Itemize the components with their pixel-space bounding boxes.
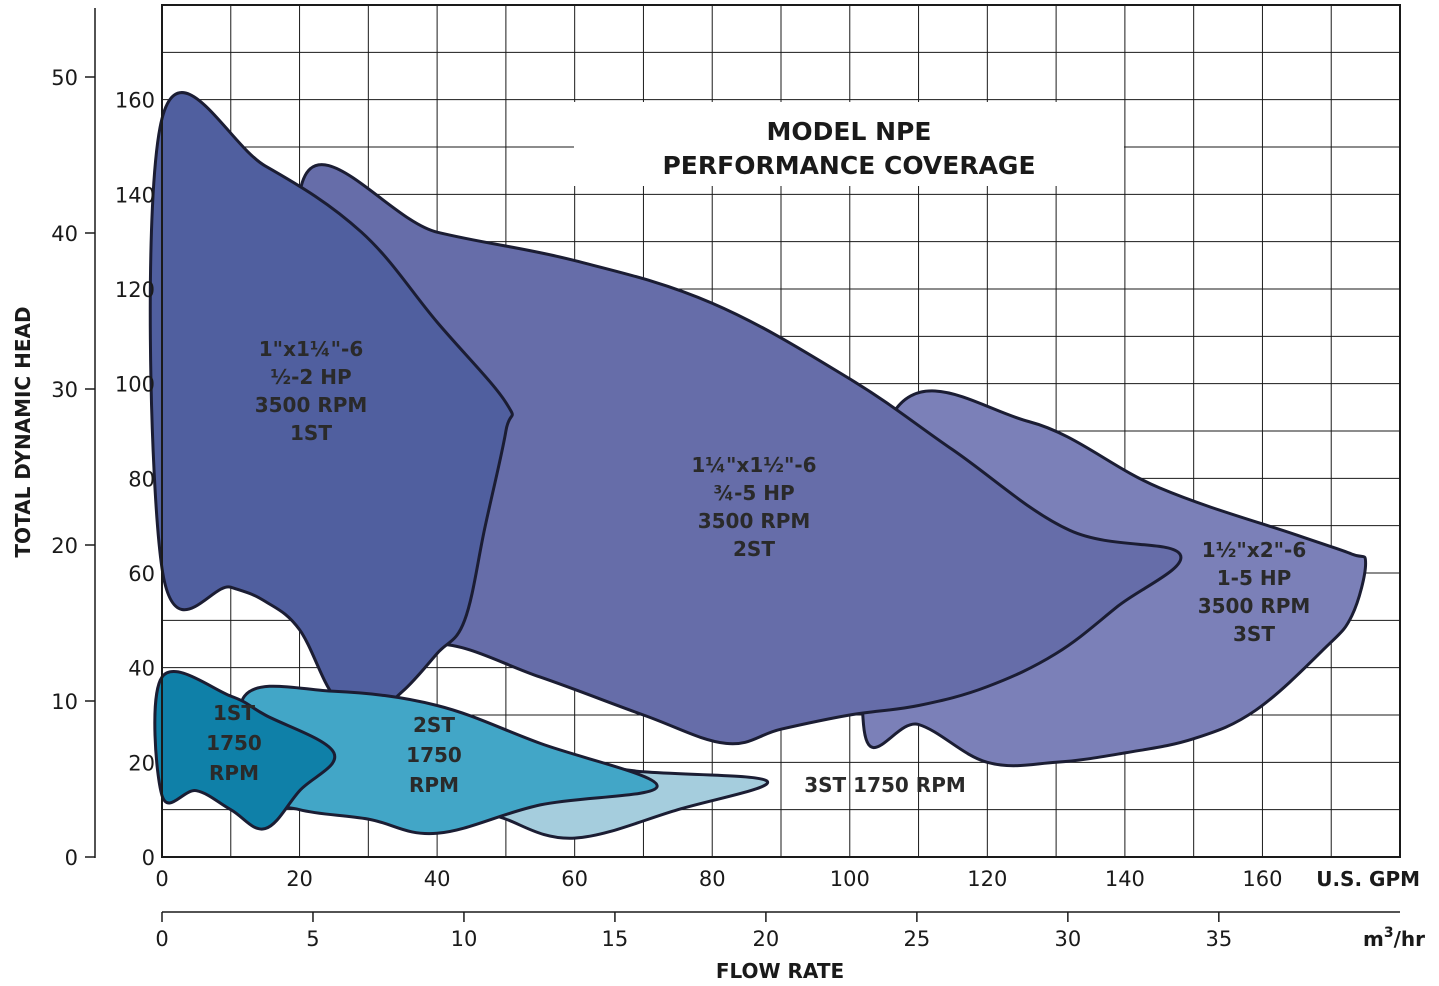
y-tick-label-inner: 60	[128, 562, 155, 586]
region-label: RPM	[409, 773, 459, 797]
x-tick-label-gpm: 140	[1105, 867, 1145, 891]
region-label: 2ST	[733, 537, 775, 561]
y-tick-label-inner: 100	[115, 373, 155, 397]
x-tick-label-gpm: 80	[699, 867, 726, 891]
region-label: 1"x1¼"-6	[259, 337, 364, 361]
region-label: 1¼"x1½"-6	[691, 453, 816, 477]
region-label: 3500 RPM	[1198, 594, 1311, 618]
x-tick-label-gpm: 40	[424, 867, 451, 891]
x-tick-label-m3: 35	[1205, 927, 1232, 951]
region-label: ½-2 HP	[270, 365, 351, 389]
x-tick-label-m3: 0	[155, 927, 168, 951]
region-label: 1ST	[213, 701, 255, 725]
y-tick-label-inner: 20	[128, 751, 155, 775]
y-tick-label-outer: 40	[51, 222, 78, 246]
region-label: RPM	[209, 761, 259, 785]
region-label: 3ST	[1233, 622, 1275, 646]
chart-title: PERFORMANCE COVERAGE	[662, 151, 1035, 180]
region-label: 2ST	[413, 713, 455, 737]
y-tick-label-inner: 80	[128, 467, 155, 491]
y-tick-label-inner: 120	[115, 278, 155, 302]
plot-border	[161, 4, 1401, 858]
y-tick-label-inner: 160	[115, 89, 155, 113]
coverage-region	[238, 684, 659, 836]
region-label: 1ST	[290, 421, 332, 445]
y-tick-label-outer: 0	[65, 846, 78, 870]
plot-frame	[161, 4, 1401, 858]
region-label: 1750	[406, 743, 462, 767]
y-tick-label-outer: 30	[51, 378, 78, 402]
region-labels: 1½"x2"-6 1-5 HP 3500 RPM 3ST 1¼"x1½"-6 ¾-5 HP…	[206, 117, 1310, 797]
y-tick-label-inner: 40	[128, 657, 155, 681]
x-unit-gpm: U.S. GPM	[1316, 867, 1420, 891]
region-label: 3500 RPM	[698, 509, 811, 533]
coverage-regions	[148, 91, 1368, 840]
x-tick-label-m3: 15	[602, 927, 629, 951]
title-box	[574, 102, 1124, 186]
x-tick-label-m3: 10	[451, 927, 478, 951]
x-unit-m3: m3/hr	[1363, 925, 1425, 951]
x-tick-label-gpm: 120	[967, 867, 1007, 891]
region-label: 1½"x2"-6	[1202, 538, 1307, 562]
y-tick-label-outer: 50	[51, 66, 78, 90]
x-tick-label-m3: 25	[904, 927, 931, 951]
chart-title: MODEL NPE	[767, 117, 932, 146]
coverage-region	[153, 670, 337, 831]
x-tick-label-gpm: 60	[561, 867, 588, 891]
y-axis-title: TOTAL DYNAMIC HEAD	[11, 306, 35, 557]
x-tick-label-m3: 30	[1054, 927, 1081, 951]
region-label: ¾-5 HP	[713, 481, 794, 505]
region-label: 3500 RPM	[255, 393, 368, 417]
x-tick-label-gpm: 100	[830, 867, 870, 891]
x-tick-label-gpm: 160	[1242, 867, 1282, 891]
y-tick-label-inner: 0	[142, 846, 155, 870]
y-tick-label-inner: 140	[115, 183, 155, 207]
coverage-region	[148, 91, 514, 717]
y-tick-label-outer: 10	[51, 690, 78, 714]
x-tick-label-m3: 5	[306, 927, 319, 951]
region-label: 1-5 HP	[1217, 566, 1292, 590]
y-tick-label-outer: 20	[51, 534, 78, 558]
region-label: 1750	[206, 731, 262, 755]
x-tick-label-gpm: 20	[286, 867, 313, 891]
region-label: 3ST 1750 RPM	[804, 773, 966, 797]
x-tick-label-gpm: 0	[155, 867, 168, 891]
x-axis-title: FLOW RATE	[716, 959, 844, 983]
x-tick-label-m3: 20	[753, 927, 780, 951]
